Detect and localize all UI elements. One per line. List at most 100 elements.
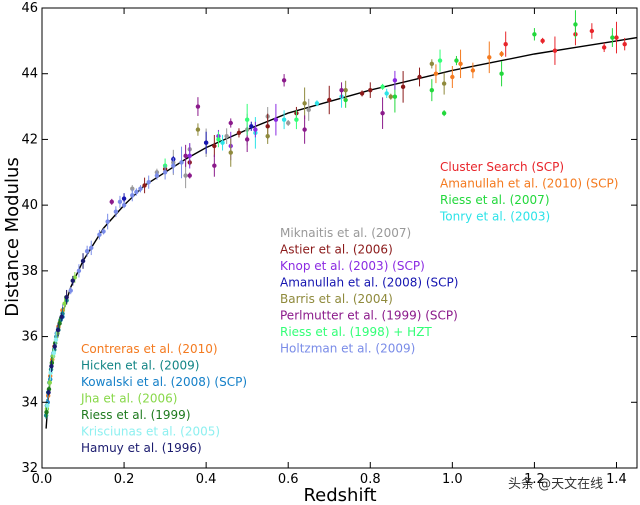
y-tick-label: 34 (21, 395, 38, 410)
data-point (437, 58, 443, 63)
data-point (573, 22, 578, 27)
legend-entry: Contreras et al. (2010) (81, 342, 218, 356)
data-point (265, 124, 270, 129)
data-point (48, 370, 53, 375)
data-point (203, 140, 209, 145)
data-point (610, 35, 615, 40)
data-point (97, 232, 102, 237)
data-point (622, 41, 627, 47)
data-point (84, 248, 90, 254)
data-point (540, 38, 545, 44)
data-point (55, 327, 61, 333)
data-point (244, 117, 250, 122)
data-point (51, 350, 57, 356)
data-point (429, 61, 435, 67)
data-point (499, 71, 504, 76)
data-point (454, 58, 459, 63)
legend-entry: Riess et al. (2007) (440, 193, 550, 207)
data-point (52, 344, 57, 349)
data-point (392, 94, 398, 99)
data-point (273, 117, 279, 122)
x-tick-label: 1.4 (606, 472, 627, 487)
x-tick-label: 1.2 (524, 472, 545, 487)
legend-entry: Riess et al. (1999) (81, 408, 191, 422)
legend-entry: Tonry et al. (2003) (439, 210, 550, 224)
y-tick-label: 36 (21, 330, 38, 345)
data-point (68, 288, 73, 293)
data-point (441, 110, 447, 116)
data-point (195, 127, 201, 132)
data-point (228, 120, 233, 126)
data-point (343, 87, 348, 93)
data-point (380, 110, 385, 116)
legend-entry: Riess et al. (1998) + HZT (280, 325, 432, 339)
legend-entry: Kowalski et al. (2008) (SCP) (81, 375, 247, 389)
series-group (343, 10, 615, 117)
series-group (109, 74, 385, 205)
y-tick-label: 44 (21, 67, 38, 82)
data-point (183, 173, 188, 178)
watermark-text: 头条 @天文在线 (508, 476, 603, 492)
data-point (532, 32, 537, 37)
data-point (109, 199, 114, 205)
data-point (76, 268, 82, 274)
data-point (45, 403, 50, 408)
data-point (339, 87, 344, 93)
data-point (53, 337, 59, 343)
data-point (302, 127, 307, 132)
data-point (281, 78, 287, 83)
data-point (236, 130, 242, 136)
legend-entry: Amanullah et al. (2008) (SCP) (280, 276, 458, 290)
data-point (130, 186, 135, 191)
data-point (187, 153, 192, 159)
data-point (487, 55, 492, 60)
data-point (458, 61, 463, 67)
y-tick-label: 46 (21, 1, 38, 16)
data-point (47, 380, 52, 385)
data-point (49, 363, 54, 369)
data-point (64, 294, 69, 300)
plot-area-border (41, 7, 638, 469)
x-tick-label: 1.0 (442, 472, 463, 487)
x-tick-label: 0.8 (360, 472, 381, 487)
data-point (368, 87, 373, 93)
data-point (59, 314, 64, 320)
data-point (101, 229, 106, 234)
data-point (441, 81, 447, 86)
data-point (281, 117, 287, 122)
x-tick-label: 0.4 (196, 472, 217, 487)
legend-layer: Cluster Search (SCP) Amanullah et al. (20… (80, 160, 618, 455)
data-point (187, 173, 192, 178)
y-axis-title: Distance Modulus (2, 157, 23, 317)
data-point (57, 321, 62, 326)
legend-entry: Miknaitis et al. (2007) (280, 226, 411, 240)
data-point (228, 150, 233, 155)
data-point (400, 84, 406, 90)
data-point (327, 97, 332, 103)
series-group (187, 70, 398, 169)
data-point (388, 94, 393, 99)
legend-entry: Jha et al. (2006) (80, 392, 177, 406)
data-point (294, 117, 299, 122)
data-point (380, 84, 385, 90)
y-tick-label: 32 (21, 461, 38, 476)
series-group (433, 41, 504, 88)
data-point (134, 189, 139, 195)
data-point (359, 91, 365, 96)
data-point (171, 163, 176, 168)
data-point (212, 143, 217, 149)
legend-entry: Amanullah et al. (2010) (SCP) (440, 177, 618, 191)
data-point (130, 193, 135, 198)
series-group (503, 21, 627, 65)
data-point (212, 163, 217, 168)
data-point (433, 71, 439, 76)
plot-frame (41, 7, 638, 469)
y-tick-label: 38 (21, 264, 38, 279)
data-point (306, 107, 311, 113)
x-axis-title: Redshift (303, 485, 376, 505)
data-point (314, 101, 320, 106)
data-point (183, 153, 188, 159)
data-point (105, 219, 110, 224)
series-group (60, 146, 184, 317)
